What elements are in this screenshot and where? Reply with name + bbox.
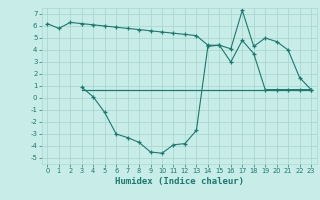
X-axis label: Humidex (Indice chaleur): Humidex (Indice chaleur) — [115, 177, 244, 186]
